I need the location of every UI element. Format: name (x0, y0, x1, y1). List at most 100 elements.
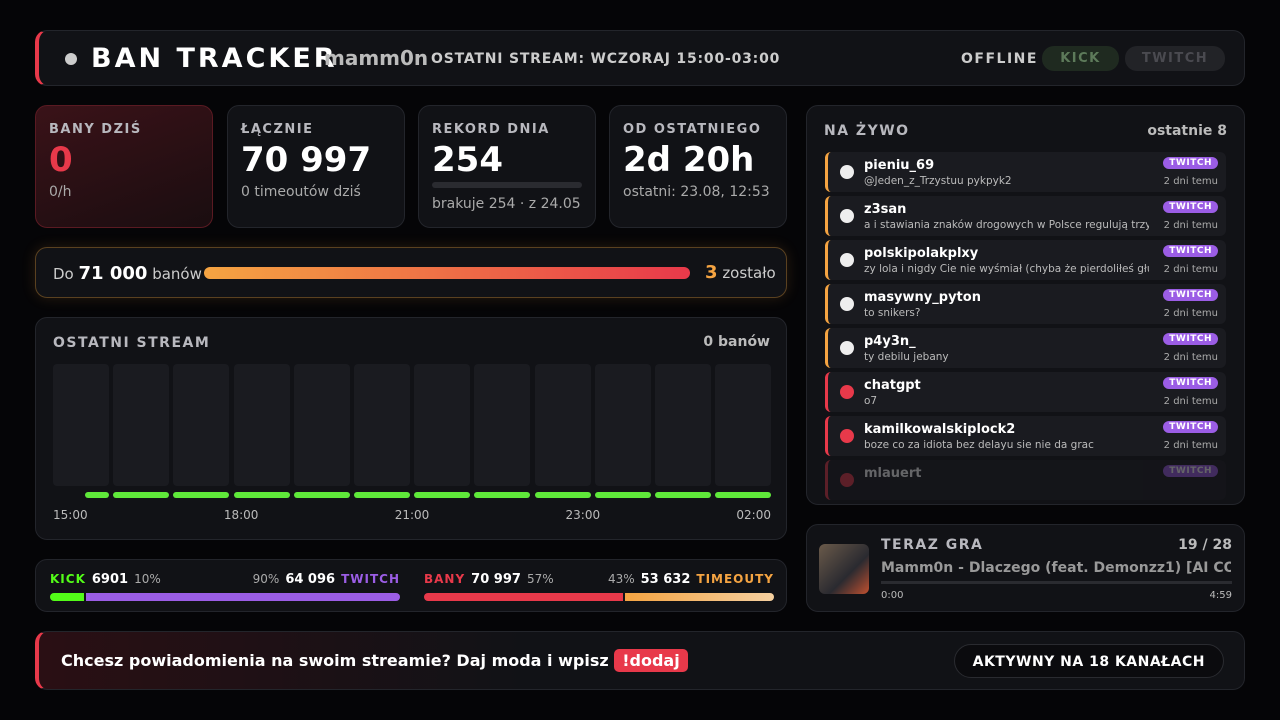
np-elapsed: 0:00 (881, 590, 904, 601)
status: OFFLINE (961, 51, 1038, 67)
bar-slot (113, 364, 170, 486)
feed-platform: TWITCH (1163, 245, 1218, 257)
feed-message: ty debilu jebany (864, 351, 949, 363)
feed-time: 2 dni temu (1163, 352, 1218, 363)
status-dot (65, 53, 77, 65)
feed-platform: TWITCH (1163, 465, 1218, 477)
feed-user: kamilkowalskiplock2 (864, 422, 1016, 437)
goal-text: Do 71 000 banów (53, 263, 202, 284)
feed-time: 2 dni temu (1163, 396, 1218, 407)
x-axis: 15:00 18:00 21:00 23:00 02:00 (53, 508, 771, 522)
bar-slot (173, 364, 230, 486)
feed-user: z3san (864, 202, 907, 217)
goal: Do 71 000 banów 3 zostało (35, 247, 787, 298)
x-tick-label: 02:00 (736, 508, 771, 522)
split-bar-right (86, 593, 400, 601)
bar-slot (414, 364, 471, 486)
split-left-count: 70 997 (471, 572, 521, 587)
x-tick-label: 21:00 (394, 508, 430, 522)
split-left-pct: 57% (526, 572, 554, 586)
bar-slot (293, 364, 350, 486)
timeout-icon (840, 209, 854, 223)
split: BANY 70 997 57% 43% 53 632 TIMEOUTY (424, 572, 774, 602)
feed-item: chatgpt o7 TWITCH 2 dni temu (825, 372, 1226, 412)
stat-label: BANY DZIŚ (49, 122, 142, 137)
now-playing: TERAZ GRA 19 / 28 Mamm0n - Dlaczego (fea… (806, 524, 1245, 612)
live-title: NA ŻYWO (824, 123, 910, 139)
activity-seg (534, 492, 591, 498)
feed-platform: TWITCH (1163, 333, 1218, 345)
stat-value: 0 (49, 140, 73, 180)
split-left-count: 6901 (91, 572, 129, 587)
np-duration: 4:59 (1209, 590, 1232, 601)
split-right-name: TIMEOUTY (696, 572, 774, 586)
split-left-pct: 10% (134, 572, 161, 586)
feed-item: mlauert TWITCH (825, 460, 1226, 500)
feed-platform: TWITCH (1163, 289, 1218, 301)
feed-platform: TWITCH (1163, 157, 1218, 169)
remaining-count: 3 (705, 262, 718, 283)
footer: Chcesz powiadomienia na swoim streamie? … (35, 631, 1245, 690)
bar-slot (53, 364, 109, 486)
feed-time: 2 dni temu (1163, 220, 1218, 231)
feed-user: pieniu_69 (864, 158, 935, 173)
goal-progress (204, 267, 690, 279)
split-right: 43% 53 632 TIMEOUTY (608, 572, 774, 587)
feed-platform: TWITCH (1163, 421, 1218, 433)
x-tick-label: 18:00 (223, 508, 259, 522)
x-tick-label: 23:00 (565, 508, 601, 522)
header: BAN TRACKER mamm0n OSTATNI STREAM: WCZOR… (35, 30, 1245, 86)
split-left-name: BANY (424, 572, 466, 586)
feed-message: zy lola i nigdy Cie nie wyśmiał (chyba ż… (864, 263, 1149, 275)
bar-slot (474, 364, 531, 486)
feed-user: polskipolakplxy (864, 246, 979, 261)
activity-seg (233, 492, 290, 498)
channels-badge: AKTYWNY NA 18 KANAŁACH (953, 644, 1224, 678)
live-count: ostatnie 8 (1147, 123, 1227, 139)
stat-card: BANY DZIŚ 0 0/h (35, 105, 213, 228)
feed-item: pieniu_69 @Jeden_z_Trzystuu pykpyk2 TWITCH… (825, 152, 1226, 192)
activity-seg (85, 492, 109, 498)
platform-twitch[interactable]: TWITCH (1125, 46, 1225, 71)
cover (819, 544, 869, 594)
split-right-pct: 90% (252, 572, 280, 586)
feed-time: 2 dni temu (1163, 308, 1218, 319)
platform-kick[interactable]: KICK (1042, 46, 1119, 71)
feed-message: @Jeden_z_Trzystuu pykpyk2 (864, 175, 1012, 187)
feed-time: 2 dni temu (1163, 176, 1218, 187)
split-left: BANY 70 997 57% (424, 572, 554, 587)
stat-card: OD OSTATNIEGO 2d 20h ostatni: 23.08, 12:53 (609, 105, 787, 228)
title: BAN TRACKER (91, 43, 338, 74)
feed-message: o7 (864, 395, 878, 407)
stream-total: 0 banów (703, 334, 770, 350)
stat-label: OD OSTATNIEGO (623, 122, 762, 137)
stat-card: ŁĄCZNIE 70 997 0 timeoutów dziś (227, 105, 405, 228)
record-bar (432, 182, 582, 188)
feed-message: a i stawiania znaków drogowych w Polsce … (864, 219, 1149, 231)
activity-seg (474, 492, 531, 498)
stat-value: 254 (432, 140, 503, 180)
feed-message: boze co za idiota bez delayu sie nie da … (864, 439, 1094, 451)
ban-icon (840, 473, 854, 487)
x-tick-label: 15:00 (53, 508, 88, 522)
footer-text: Chcesz powiadomienia na swoim streamie? … (61, 649, 688, 672)
goal-remaining: 3 zostało (705, 262, 776, 283)
stat-sub: 0 timeoutów dziś (241, 184, 361, 200)
bar-slot (715, 364, 772, 486)
activity-seg (354, 492, 410, 498)
stream-title: OSTATNI STREAM (53, 335, 211, 351)
split-left-name: KICK (50, 572, 86, 586)
footer-msg: Chcesz powiadomienia na swoim streamie? … (61, 651, 609, 670)
timeout-icon (840, 297, 854, 311)
np-progress (881, 581, 1232, 584)
feed-user: masywny_pyton (864, 290, 981, 305)
np-position: 19 / 28 (1178, 537, 1232, 553)
ban-icon (840, 385, 854, 399)
timeout-icon (840, 165, 854, 179)
feed-item: z3san a i stawiania znaków drogowych w Po… (825, 196, 1226, 236)
np-song: Mamm0n - Dlaczego (feat. Demonzz1) [AI C… (881, 560, 1231, 576)
activity-seg (594, 492, 651, 498)
feed-item: kamilkowalskiplock2 boze co za idiota bez… (825, 416, 1226, 456)
feed-platform: TWITCH (1163, 201, 1218, 213)
